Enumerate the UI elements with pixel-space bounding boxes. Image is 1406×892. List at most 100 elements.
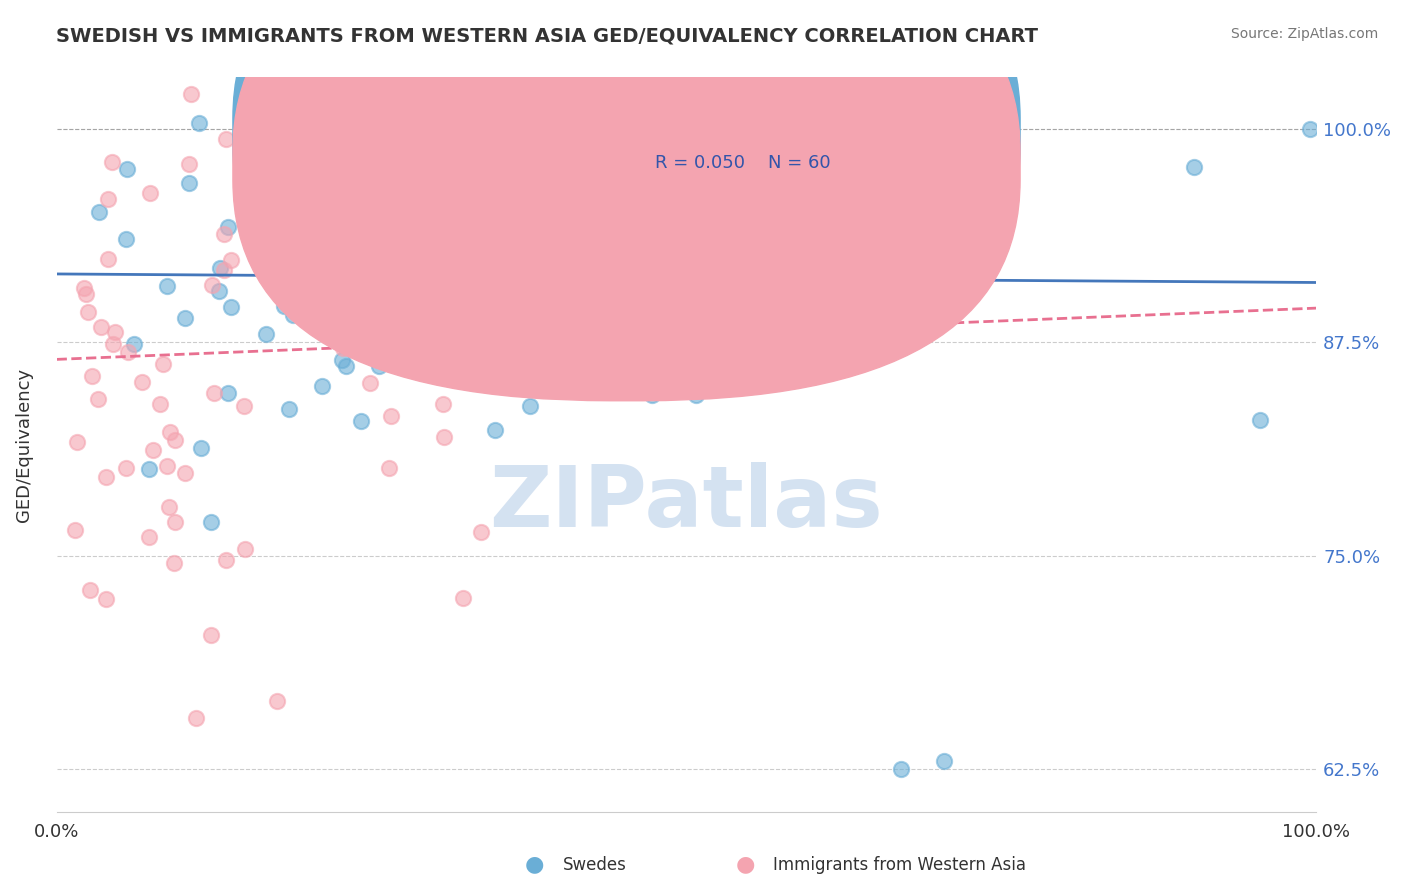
Swedes [858, 250, 880, 264]
Immigrants from Western Asia [73, 281, 96, 295]
Swedes [415, 271, 437, 285]
Swedes [828, 103, 851, 117]
Immigrants from Western Asia [117, 344, 139, 359]
Immigrants from Western Asia [149, 397, 172, 411]
FancyBboxPatch shape [233, 0, 1021, 368]
Immigrants from Western Asia [139, 186, 162, 201]
Swedes [530, 260, 553, 275]
Swedes [364, 199, 387, 213]
Immigrants from Western Asia [138, 530, 160, 544]
Swedes [395, 161, 418, 176]
Swedes [624, 285, 647, 300]
Swedes [330, 353, 353, 368]
Immigrants from Western Asia [156, 458, 179, 473]
Immigrants from Western Asia [214, 227, 236, 242]
Immigrants from Western Asia [90, 319, 112, 334]
Swedes [484, 423, 506, 437]
Immigrants from Western Asia [291, 243, 314, 257]
Swedes [375, 218, 398, 232]
Swedes [734, 298, 756, 312]
Swedes [281, 182, 304, 196]
Immigrants from Western Asia [266, 694, 288, 708]
Swedes [1249, 413, 1271, 427]
Swedes [510, 252, 533, 267]
Swedes [384, 244, 406, 258]
Swedes [114, 232, 136, 246]
Immigrants from Western Asia [179, 157, 201, 171]
Swedes [678, 134, 700, 148]
Immigrants from Western Asia [416, 272, 439, 286]
Swedes [188, 116, 211, 130]
Swedes [174, 311, 197, 326]
Swedes [190, 441, 212, 455]
Swedes [430, 269, 453, 284]
Swedes [262, 254, 284, 268]
Swedes [375, 296, 398, 310]
Immigrants from Western Asia [94, 591, 117, 606]
Immigrants from Western Asia [79, 583, 101, 598]
Swedes [419, 276, 441, 290]
Swedes [283, 308, 305, 322]
Swedes [1182, 161, 1205, 175]
Immigrants from Western Asia [76, 304, 98, 318]
Immigrants from Western Asia [66, 435, 89, 450]
Immigrants from Western Asia [101, 155, 124, 169]
Swedes [254, 326, 277, 341]
Swedes [683, 202, 706, 216]
Immigrants from Western Asia [82, 369, 104, 384]
Swedes [574, 381, 596, 395]
Swedes [335, 359, 357, 374]
Swedes [641, 387, 664, 401]
Immigrants from Western Asia [97, 252, 120, 266]
Swedes [1299, 121, 1322, 136]
Y-axis label: GED/Equivalency: GED/Equivalency [15, 368, 32, 522]
Swedes [339, 218, 361, 232]
Immigrants from Western Asia [232, 399, 254, 413]
Swedes [273, 299, 295, 313]
Immigrants from Western Asia [219, 252, 242, 267]
Immigrants from Western Asia [200, 627, 222, 641]
Swedes [769, 137, 792, 152]
Text: Immigrants from Western Asia: Immigrants from Western Asia [773, 856, 1026, 874]
Swedes [631, 282, 654, 296]
FancyBboxPatch shape [585, 92, 1014, 202]
Swedes [934, 282, 956, 296]
Swedes [963, 203, 986, 218]
Immigrants from Western Asia [433, 430, 456, 444]
Immigrants from Western Asia [378, 461, 401, 475]
Swedes [564, 197, 586, 211]
Text: Swedes: Swedes [562, 856, 626, 874]
Swedes [652, 277, 675, 291]
Text: R = 0.050    N = 60: R = 0.050 N = 60 [655, 154, 831, 172]
Swedes [382, 251, 405, 265]
Immigrants from Western Asia [174, 466, 197, 480]
FancyBboxPatch shape [233, 0, 1021, 401]
Swedes [242, 193, 264, 207]
Swedes [457, 157, 479, 171]
Swedes [808, 198, 831, 212]
Swedes [276, 265, 298, 279]
Swedes [367, 301, 389, 316]
Swedes [208, 285, 231, 299]
Swedes [122, 337, 145, 351]
Swedes [685, 387, 707, 401]
Text: ●: ● [735, 855, 755, 874]
Immigrants from Western Asia [97, 192, 120, 206]
Swedes [482, 250, 505, 264]
Immigrants from Western Asia [152, 357, 174, 371]
Immigrants from Western Asia [451, 591, 474, 605]
Immigrants from Western Asia [86, 392, 108, 406]
Immigrants from Western Asia [332, 341, 354, 355]
Swedes [115, 162, 138, 177]
Swedes [651, 160, 673, 174]
Swedes [389, 284, 412, 298]
Swedes [221, 301, 243, 315]
Swedes [675, 277, 697, 292]
Immigrants from Western Asia [215, 553, 238, 567]
Swedes [200, 515, 222, 529]
Swedes [591, 300, 613, 314]
Swedes [810, 218, 832, 232]
Immigrants from Western Asia [235, 542, 257, 557]
Swedes [209, 260, 232, 275]
Immigrants from Western Asia [104, 326, 127, 340]
